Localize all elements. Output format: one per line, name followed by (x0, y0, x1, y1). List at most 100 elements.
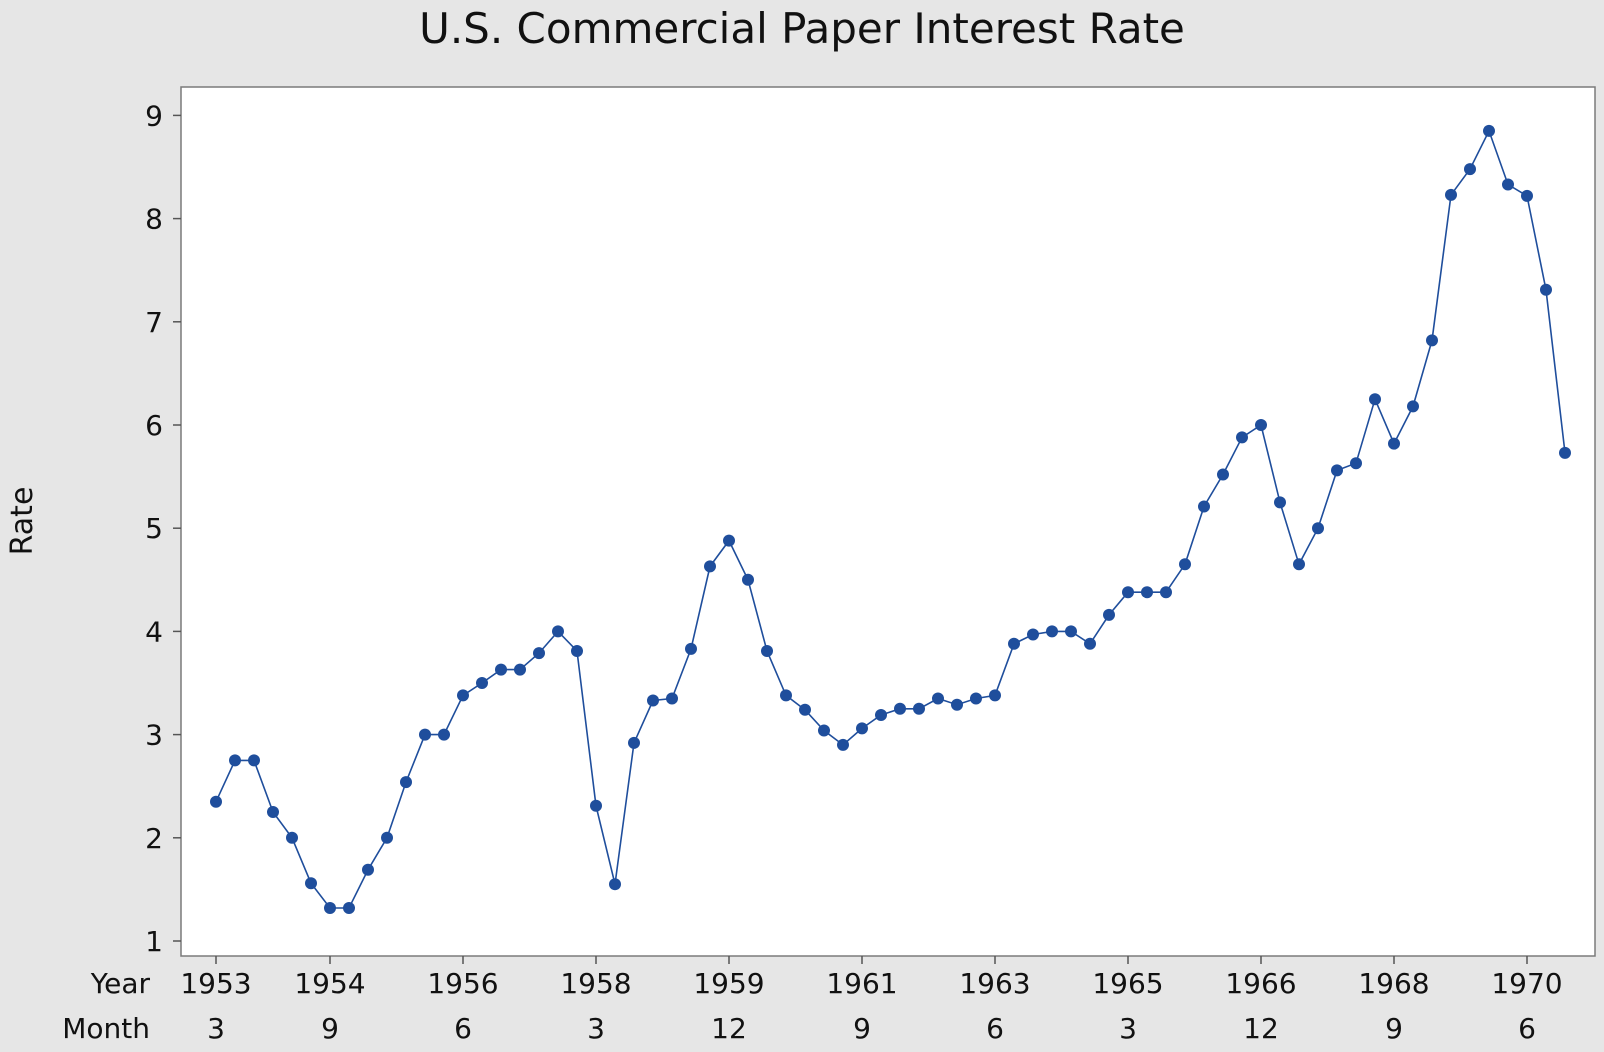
data-point (419, 728, 431, 741)
data-point (495, 663, 507, 676)
y-tick-label: 9 (145, 99, 163, 132)
y-tick-label: 4 (145, 615, 163, 648)
data-point (1046, 625, 1058, 638)
y-tick-label: 3 (145, 719, 163, 752)
data-point (1027, 628, 1039, 641)
y-tick-label: 6 (145, 409, 163, 442)
data-point (343, 902, 355, 914)
data-point (1236, 431, 1248, 444)
data-point (286, 831, 298, 844)
data-point (704, 560, 716, 573)
x-tick-label-month: 6 (1518, 1012, 1536, 1045)
data-point (1445, 188, 1457, 201)
chart-title: U.S. Commercial Paper Interest Rate (419, 4, 1185, 53)
y-tick-label: 2 (145, 822, 163, 855)
x-tick-label-year: 1953 (180, 967, 251, 1000)
x-tick-label-year: 1954 (294, 967, 365, 1000)
data-point (1179, 558, 1191, 571)
y-axis-label: Rate (5, 487, 40, 556)
data-point (324, 902, 336, 914)
data-point (1521, 189, 1533, 202)
data-point (913, 702, 925, 715)
data-point (229, 754, 241, 767)
x-tick-label-month: 9 (321, 1012, 339, 1045)
data-point (248, 754, 260, 767)
data-point (552, 625, 564, 638)
data-point (1559, 446, 1571, 459)
data-point (1407, 400, 1419, 413)
data-point (590, 799, 602, 812)
x-tick-label-year: 1966 (1225, 967, 1296, 1000)
data-point (685, 642, 697, 655)
x-tick-label-year: 1968 (1358, 967, 1429, 1000)
data-point (438, 728, 450, 741)
data-point (989, 689, 1001, 702)
x-tick-label-month: 12 (711, 1012, 747, 1045)
data-point (305, 877, 317, 890)
data-point (628, 736, 640, 749)
x-tick-label-year: 1961 (826, 967, 897, 1000)
x-tick-label-month: 6 (986, 1012, 1004, 1045)
x-tick-label-year: 1959 (693, 967, 764, 1000)
data-point (1008, 637, 1020, 650)
x-row-label-year: Year (90, 967, 151, 1000)
y-tick-label: 1 (145, 925, 163, 958)
x-tick-label-month: 12 (1243, 1012, 1279, 1045)
data-point (476, 677, 488, 689)
data-point (951, 698, 963, 711)
data-point (1198, 500, 1210, 513)
data-point (571, 645, 583, 657)
data-point (932, 692, 944, 705)
data-point (1331, 464, 1343, 477)
data-point (742, 573, 754, 586)
x-tick-label-month: 3 (587, 1012, 605, 1045)
x-tick-label-month: 3 (207, 1012, 225, 1045)
data-point (362, 863, 374, 876)
data-point (856, 722, 868, 735)
y-tick-label: 7 (145, 306, 163, 339)
data-point (970, 692, 982, 705)
data-point (666, 692, 678, 705)
data-point (1122, 586, 1134, 599)
data-point (1141, 586, 1153, 599)
data-point (1483, 124, 1495, 137)
x-axis: 1953 3 1954 9 1956 6 1958 3 1959 12 1961 9 1963 6 1965… (62, 956, 1563, 1045)
x-row-label-month: Month (62, 1012, 150, 1045)
x-tick-label-month: 9 (853, 1012, 871, 1045)
data-point (875, 709, 887, 721)
x-tick-label-year: 1958 (560, 967, 631, 1000)
data-point (818, 724, 830, 737)
data-point (1350, 457, 1362, 470)
y-tick-label: 5 (145, 512, 163, 545)
data-point (1426, 334, 1438, 347)
data-point (1464, 163, 1476, 176)
x-tick-label-month: 9 (1385, 1012, 1403, 1045)
y-axis: 1 2 3 4 5 6 7 8 9 (145, 99, 181, 958)
data-point (723, 534, 735, 547)
data-point (1217, 468, 1229, 481)
x-tick-label-year: 1970 (1491, 967, 1562, 1000)
data-point (799, 703, 811, 716)
data-point (1388, 437, 1400, 450)
data-point (1293, 558, 1305, 571)
data-point (609, 878, 621, 891)
data-point (400, 776, 412, 789)
data-point (1502, 178, 1514, 191)
data-point (1255, 419, 1267, 431)
data-point (381, 831, 393, 844)
data-point (1274, 496, 1286, 509)
data-point (780, 689, 792, 702)
data-points (210, 124, 1571, 914)
plot-area (180, 86, 1596, 957)
data-point (267, 806, 279, 818)
x-tick-label-year: 1956 (427, 967, 498, 1000)
data-point (647, 694, 659, 707)
x-tick-label-year: 1963 (959, 967, 1030, 1000)
data-point (457, 689, 469, 702)
data-point (1312, 522, 1324, 535)
x-tick-label-month: 6 (454, 1012, 472, 1045)
data-point (1103, 608, 1115, 621)
x-tick-label-year: 1965 (1092, 967, 1163, 1000)
data-point (761, 645, 773, 657)
